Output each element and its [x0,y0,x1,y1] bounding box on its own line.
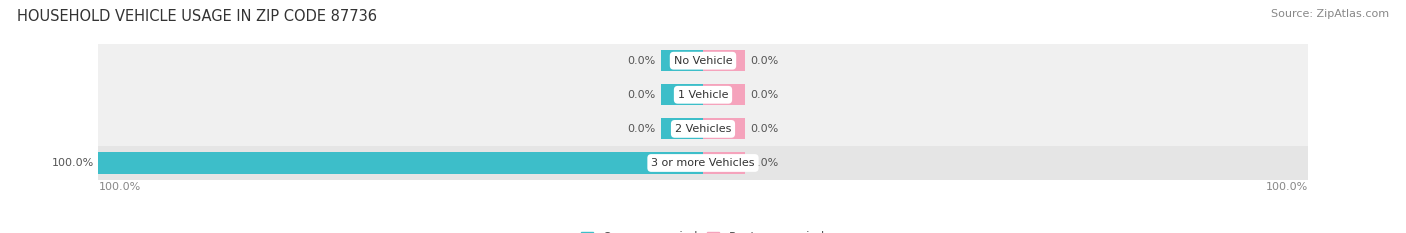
Text: 2 Vehicles: 2 Vehicles [675,124,731,134]
Text: 0.0%: 0.0% [751,56,779,66]
Bar [703,84,745,105]
Bar [98,152,703,174]
Text: 100.0%: 100.0% [98,182,141,192]
Bar [98,146,1308,180]
Text: No Vehicle: No Vehicle [673,56,733,66]
Text: 0.0%: 0.0% [751,158,779,168]
Text: 100.0%: 100.0% [1265,182,1308,192]
Bar [703,50,745,71]
Text: Source: ZipAtlas.com: Source: ZipAtlas.com [1271,9,1389,19]
Text: 0.0%: 0.0% [751,90,779,100]
Text: 1 Vehicle: 1 Vehicle [678,90,728,100]
Text: 100.0%: 100.0% [52,158,94,168]
Text: 0.0%: 0.0% [751,124,779,134]
Bar [703,152,745,174]
Text: 0.0%: 0.0% [627,90,655,100]
Bar [661,84,703,105]
Text: 3 or more Vehicles: 3 or more Vehicles [651,158,755,168]
Bar [703,118,745,140]
Text: 0.0%: 0.0% [627,124,655,134]
Bar [98,44,1308,78]
Text: HOUSEHOLD VEHICLE USAGE IN ZIP CODE 87736: HOUSEHOLD VEHICLE USAGE IN ZIP CODE 8773… [17,9,377,24]
Text: 0.0%: 0.0% [627,56,655,66]
Bar [98,112,1308,146]
Bar [661,118,703,140]
Legend: Owner-occupied, Renter-occupied: Owner-occupied, Renter-occupied [576,226,830,233]
Bar [661,50,703,71]
Bar [98,78,1308,112]
